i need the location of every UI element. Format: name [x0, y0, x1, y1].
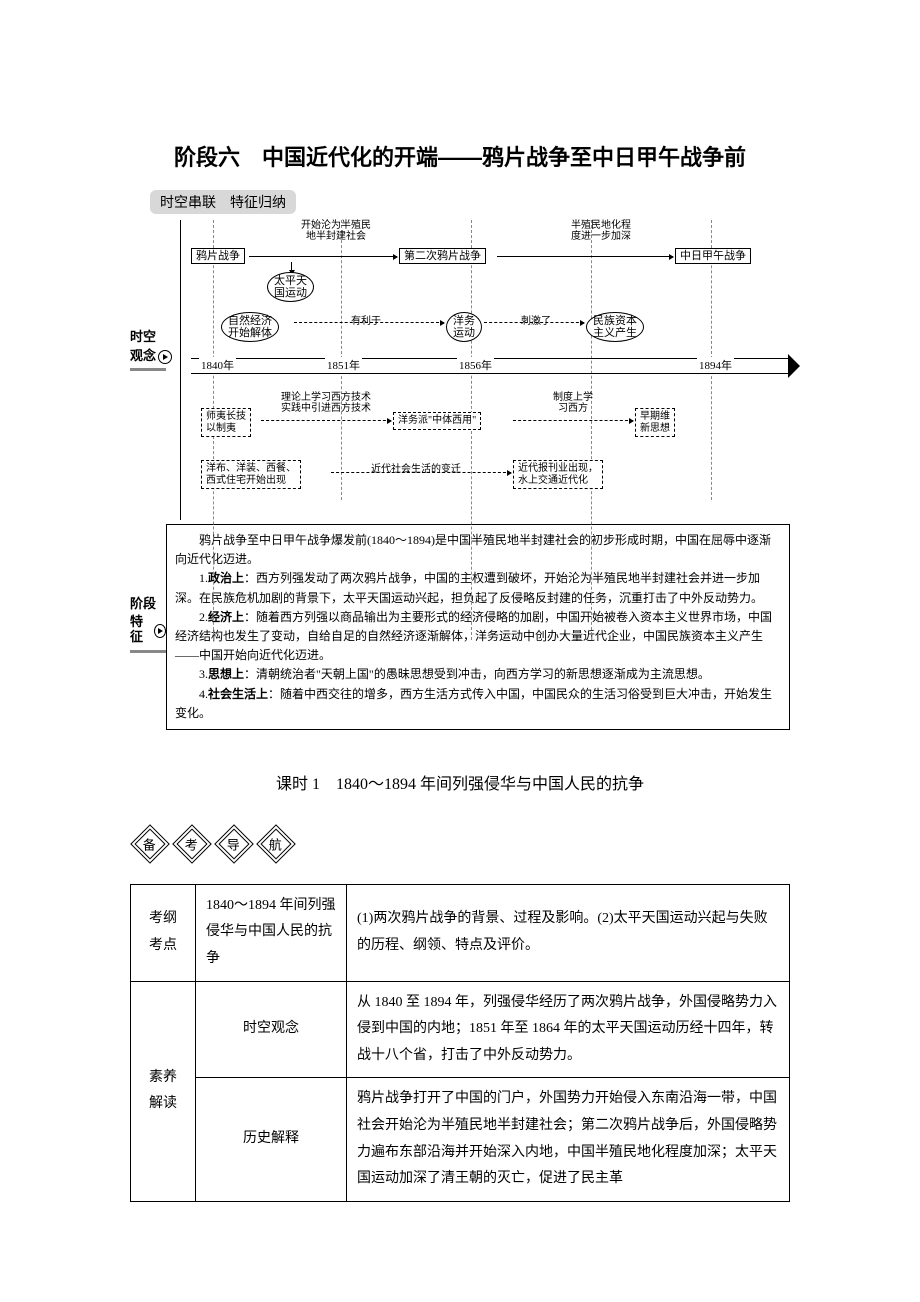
- para-2: 2.经济上：随着西方列强以商品输出为主要形式的经济侵略的加剧，中国开始被卷入资本…: [175, 608, 781, 666]
- table-row: 素养解读 时空观念 从 1840 至 1894 年，列强侵华经历了两次鸦片战争，…: [131, 981, 790, 1078]
- diamond-bei: 备: [130, 824, 170, 864]
- box-opium2: 第二次鸦片战争: [399, 248, 486, 264]
- label-tezheng: 特征: [130, 615, 152, 644]
- table-row: 历史解释 鸦片战争打开了中国的门户，外国势力开始侵入东南沿海一带，中国社会开始沦…: [131, 1078, 790, 1201]
- box-jiawu: 中日甲午战争: [675, 248, 751, 264]
- page-title: 阶段六 中国近代化的开端——鸦片战争至中日甲午战争前: [130, 140, 790, 172]
- cell-r2c2: 时空观念: [196, 981, 347, 1078]
- dbox-shiyi: 师夷长技以制夷: [201, 408, 251, 437]
- cell-r1c3: (1)两次鸦片战争的背景、过程及影响。(2)太平天国运动兴起与失败的历程、纲领、…: [347, 884, 790, 981]
- note-semi2: 半殖民地化程度进一步加深: [571, 220, 631, 242]
- note-zhidu: 制度上学习西方: [553, 392, 593, 414]
- marker-icon: [154, 624, 166, 638]
- box-opium1: 鸦片战争: [191, 248, 245, 264]
- nav-diamonds: 备 考 导 航: [130, 824, 790, 864]
- section-header: 时空串联 特征归纳: [150, 190, 296, 214]
- cell-r1c2: 1840～1894 年间列强侵华与中国人民的抗争: [196, 884, 347, 981]
- label-shikong: 时空: [130, 330, 180, 344]
- dbox-yangbu: 洋布、洋装、西餐、西式住宅开始出现: [201, 460, 301, 489]
- year-1851: 1851年: [325, 357, 362, 373]
- dbox-zhongti: 洋务派"中体西用": [393, 412, 481, 430]
- para-4: 4.社会生活上：随着中西交往的增多，西方生活方式传入中国，中国民众的生活习俗受到…: [175, 685, 781, 723]
- oval-taiping: 太平天国运动: [267, 272, 314, 302]
- diamond-kao: 考: [172, 824, 212, 864]
- para-1: 1.政治上：西方列强发动了两次鸦片战争，中国的主权遭到破坏，开始沦为半殖民地半封…: [175, 569, 781, 607]
- cell-r2c3: 从 1840 至 1894 年，列强侵华经历了两次鸦片战争，外国侵略势力入侵到中…: [347, 981, 790, 1078]
- oval-minzu: 民族资本主义产生: [586, 312, 644, 342]
- upper-flow: 开始沦为半殖民地半封建社会 半殖民地化程度进一步加深 鸦片战争 第二次鸦片战争 …: [181, 220, 790, 350]
- para-intro: 鸦片战争至中日甲午战争爆发前(1840～1894)是中国半殖民地半封建社会的初步…: [175, 531, 781, 569]
- oval-ziran: 自然经济开始解体: [221, 312, 279, 342]
- diamond-hang: 航: [256, 824, 296, 864]
- para-3: 3.思想上：清朝统治者"天朝上国"的愚昧思想受到冲击，向西方学习的新思想逐渐成为…: [175, 665, 781, 684]
- timeline: 1840年 1851年 1856年 1894年: [181, 352, 790, 378]
- diamond-dao: 导: [214, 824, 254, 864]
- dbox-weixin: 早期维新思想: [635, 408, 675, 437]
- note-lilun: 理论上学习西方技术实践中引进西方技术: [281, 392, 371, 414]
- cell-kaogang: 考纲考点: [131, 884, 196, 981]
- label-jieduan: 阶段: [130, 597, 166, 611]
- oval-yangwu: 洋务运动: [446, 312, 482, 342]
- main-table: 考纲考点 1840～1894 年间列强侵华与中国人民的抗争 (1)两次鸦片战争的…: [130, 884, 790, 1202]
- year-1894: 1894年: [697, 357, 734, 373]
- cell-suyang: 素养解读: [131, 981, 196, 1201]
- marker-icon: [158, 350, 172, 364]
- note-semi1: 开始沦为半殖民地半封建社会: [301, 220, 371, 242]
- stage-text: 鸦片战争至中日甲午战争爆发前(1840～1894)是中国半殖民地半封建社会的初步…: [166, 524, 790, 730]
- year-1856: 1856年: [457, 357, 494, 373]
- cell-r3c2: 历史解释: [196, 1078, 347, 1201]
- diagram: 时空串联 特征归纳 时空 观念 开始沦为半殖民地半封建社会: [130, 190, 790, 730]
- lower-flow: 师夷长技以制夷 理论上学习西方技术实践中引进西方技术 洋务派"中体西用" 制度上…: [181, 380, 790, 520]
- year-1840: 1840年: [199, 357, 236, 373]
- label-guannian: 观念: [130, 349, 156, 363]
- dbox-baokan: 近代报刊业出现，水上交通近代化: [513, 460, 603, 489]
- subtitle: 课时 1 1840～1894 年间列强侵华与中国人民的抗争: [130, 770, 790, 794]
- table-row: 考纲考点 1840～1894 年间列强侵华与中国人民的抗争 (1)两次鸦片战争的…: [131, 884, 790, 981]
- note-bianqian: 近代社会生活的变迁: [371, 464, 461, 475]
- cell-r3c3: 鸦片战争打开了中国的门户，外国势力开始侵入东南沿海一带，中国社会开始沦为半殖民地…: [347, 1078, 790, 1201]
